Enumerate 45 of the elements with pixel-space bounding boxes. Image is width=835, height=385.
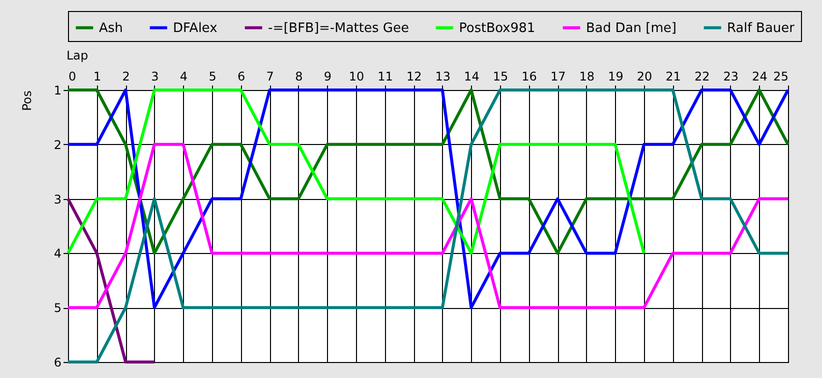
x-tick-label: 21 [666,70,681,84]
x-tick-label: 12 [406,70,422,84]
x-axis-title: Lap [66,48,88,62]
line-series [66,88,646,255]
y-tick-label: 1 [54,84,62,98]
x-tick-label: 5 [208,70,216,84]
y-axis-title: Pos [20,90,34,111]
x-tick-label: 22 [694,70,710,84]
line-series [66,88,790,364]
legend-label: -=[BFB]=-Mattes Gee [268,20,409,36]
x-tick-label: 8 [295,70,303,84]
x-tick-label: 11 [378,70,393,84]
y-tick-label: 2 [54,138,62,152]
x-tick-label: 0 [68,70,76,84]
x-tick-label: 7 [266,70,274,84]
x-tick-label: 23 [723,70,739,84]
line-series [66,142,790,310]
y-tick-label: 6 [54,356,62,370]
x-tick-label: 16 [522,70,537,84]
x-tick-label: 15 [492,70,508,84]
legend-label: Bad Dan [me] [586,20,676,36]
x-tick-label: 17 [550,70,566,84]
x-tick-label: 13 [435,70,451,84]
y-tick-label: 5 [54,301,62,316]
x-tick-label: 6 [237,70,246,84]
y-tick-label: 4 [54,246,62,261]
x-tick-label: 10 [348,70,364,84]
x-tick-label: 25 [773,70,788,84]
x-tick-label: 1 [93,70,102,84]
x-tick-label: 14 [464,70,480,84]
legend-label: PostBox981 [459,20,536,36]
line-series [66,88,790,310]
legend-label: Ash [99,20,123,36]
x-tick-label: 18 [579,70,595,84]
legend-label: DFAlex [173,20,218,36]
y-tick-label: 3 [54,192,62,206]
x-tick-label: 20 [636,70,652,84]
x-tick-label: 9 [324,70,332,84]
x-tick-label: 19 [608,70,624,84]
x-tick-label: 24 [752,70,768,84]
x-tick-label: 4 [180,70,188,84]
legend-label: Ralf Bauer [727,20,796,36]
line-series [66,88,790,255]
x-tick-label: 2 [122,70,130,84]
x-tick-label: 3 [151,70,159,84]
